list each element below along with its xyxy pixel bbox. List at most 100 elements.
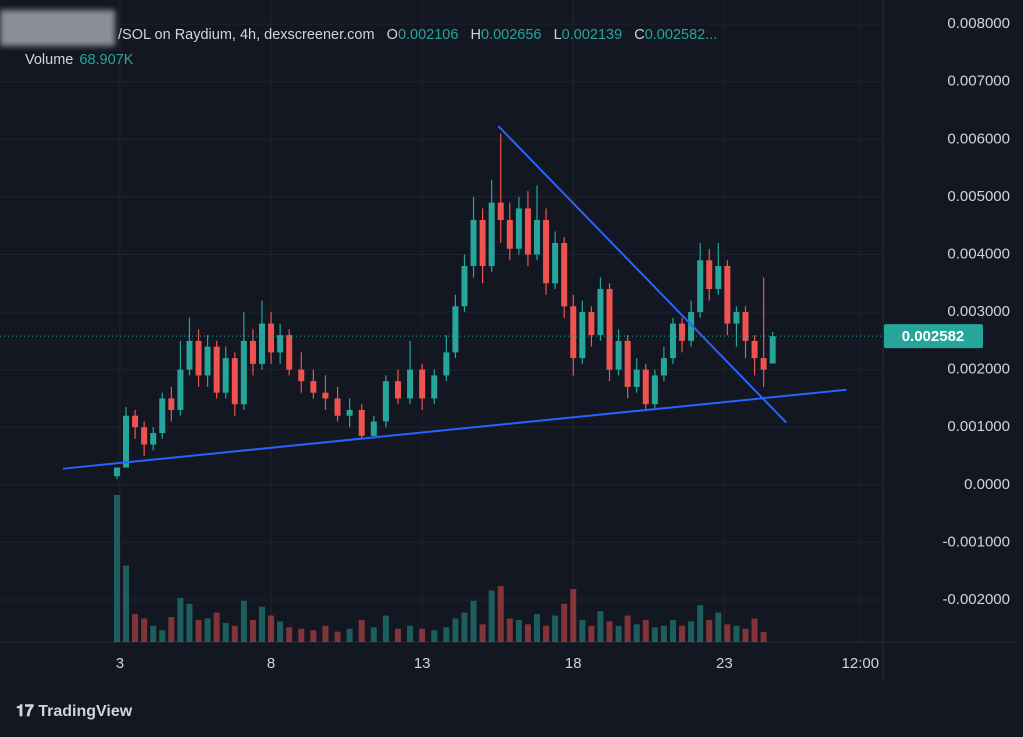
candle-body bbox=[543, 219, 550, 284]
volume-bar bbox=[515, 619, 522, 642]
candle-body bbox=[204, 346, 211, 376]
candle-body bbox=[452, 306, 459, 353]
candle-body bbox=[506, 219, 513, 249]
ohlc-value: 0.002656 bbox=[481, 27, 542, 43]
candle-body bbox=[552, 242, 559, 284]
candle-body bbox=[742, 312, 749, 341]
volume-bar bbox=[679, 625, 686, 642]
volume-bar bbox=[543, 625, 550, 642]
candle-body bbox=[461, 266, 468, 307]
ohlc-value: 0.002106 bbox=[397, 27, 459, 43]
volume-bar bbox=[697, 605, 704, 642]
volume-bar bbox=[370, 627, 377, 642]
candle-body bbox=[419, 369, 426, 399]
candle-body bbox=[346, 409, 353, 416]
candle-body bbox=[322, 392, 329, 399]
candle-body bbox=[186, 340, 193, 370]
y-tick-label: 0.0000 bbox=[964, 476, 1010, 493]
candle-body bbox=[132, 415, 139, 428]
candle-body bbox=[515, 208, 522, 249]
volume-bar bbox=[706, 619, 713, 642]
volume-bar bbox=[715, 612, 722, 642]
candle-body bbox=[688, 312, 695, 341]
x-tick-label: 12:00 bbox=[842, 655, 880, 672]
volume-bar bbox=[268, 615, 275, 642]
legend: /SOL on Raydium, 4h, dexscreener.com O0.… bbox=[118, 27, 717, 43]
volume-bar bbox=[419, 628, 426, 642]
candle-body bbox=[168, 398, 175, 410]
volume-bar bbox=[286, 627, 293, 642]
y-tick-label: 0.008000 bbox=[947, 15, 1010, 32]
volume-bar bbox=[760, 631, 767, 642]
volume-bar bbox=[113, 495, 120, 642]
volume-bar bbox=[470, 600, 477, 642]
candle-body bbox=[724, 266, 731, 324]
volume-bar bbox=[443, 627, 450, 642]
candle-body bbox=[606, 289, 613, 370]
candle-body bbox=[715, 266, 722, 290]
volume-bar bbox=[461, 612, 468, 642]
candle-body bbox=[597, 289, 604, 336]
volume-legend: Volume 68.907K bbox=[25, 52, 133, 68]
volume-bar bbox=[150, 625, 157, 642]
candle-body bbox=[651, 375, 658, 405]
candle-body bbox=[497, 202, 504, 220]
volume-bar bbox=[231, 625, 238, 642]
candle-body bbox=[358, 409, 365, 436]
candle-body bbox=[633, 369, 640, 387]
volume-bar bbox=[742, 628, 749, 642]
candle-body bbox=[382, 381, 389, 422]
candle-body bbox=[159, 398, 166, 433]
y-tick-label: 0.003000 bbox=[947, 303, 1010, 320]
candle-body bbox=[479, 219, 486, 267]
volume-bar bbox=[660, 625, 667, 642]
candle-body bbox=[407, 369, 414, 399]
y-tick-label: 0.001000 bbox=[947, 418, 1010, 435]
ohlc-label: O bbox=[386, 27, 398, 43]
volume-bar bbox=[479, 624, 486, 642]
x-tick-label: 18 bbox=[565, 655, 582, 672]
volume-bar bbox=[258, 606, 265, 642]
volume-bar bbox=[669, 619, 676, 642]
trend-line bbox=[497, 125, 788, 424]
volume-bar bbox=[277, 621, 284, 642]
y-tick-label: 0.005000 bbox=[947, 188, 1010, 205]
volume-bar bbox=[310, 630, 317, 642]
candle-body bbox=[240, 340, 247, 405]
candle-body bbox=[213, 346, 220, 393]
last-price-label: 0.002582 bbox=[902, 328, 965, 345]
candle-body bbox=[394, 381, 401, 399]
candle-body bbox=[231, 358, 238, 405]
candle-body bbox=[123, 415, 130, 468]
volume-bar bbox=[533, 614, 540, 642]
volume-bar bbox=[431, 630, 438, 642]
candle-body bbox=[298, 369, 305, 382]
volume-bar bbox=[688, 621, 695, 642]
volume-bar bbox=[642, 619, 649, 642]
ohlc-value: 0.002582... bbox=[644, 27, 718, 43]
candle-body bbox=[370, 421, 377, 436]
candle-body bbox=[624, 340, 631, 387]
volume-bar bbox=[132, 614, 139, 642]
x-tick-label: 23 bbox=[716, 655, 733, 672]
volume-bar bbox=[123, 565, 130, 642]
candle-body bbox=[222, 358, 229, 393]
volume-bar bbox=[497, 586, 504, 642]
candle-body bbox=[706, 260, 713, 290]
volume-bar bbox=[407, 625, 414, 642]
y-tick-label: 0.007000 bbox=[947, 73, 1010, 90]
redacted-symbol bbox=[0, 10, 115, 46]
volume-bar bbox=[488, 590, 495, 642]
symbol: /SOL on Raydium, 4h, dexscreener.com bbox=[118, 27, 375, 43]
candle-body bbox=[733, 312, 740, 324]
volume-bar bbox=[213, 612, 220, 642]
y-tick-label: -0.002000 bbox=[942, 591, 1010, 608]
volume-bar bbox=[141, 618, 148, 642]
volume-label: Volume bbox=[25, 52, 74, 68]
volume-bar bbox=[633, 624, 640, 642]
volume-bar bbox=[579, 619, 586, 642]
candle-body bbox=[561, 242, 568, 307]
x-tick-label: 13 bbox=[414, 655, 431, 672]
candle-body bbox=[277, 335, 284, 353]
brand-logo[interactable]: 𝟏𝟕 TradingView bbox=[16, 703, 133, 720]
